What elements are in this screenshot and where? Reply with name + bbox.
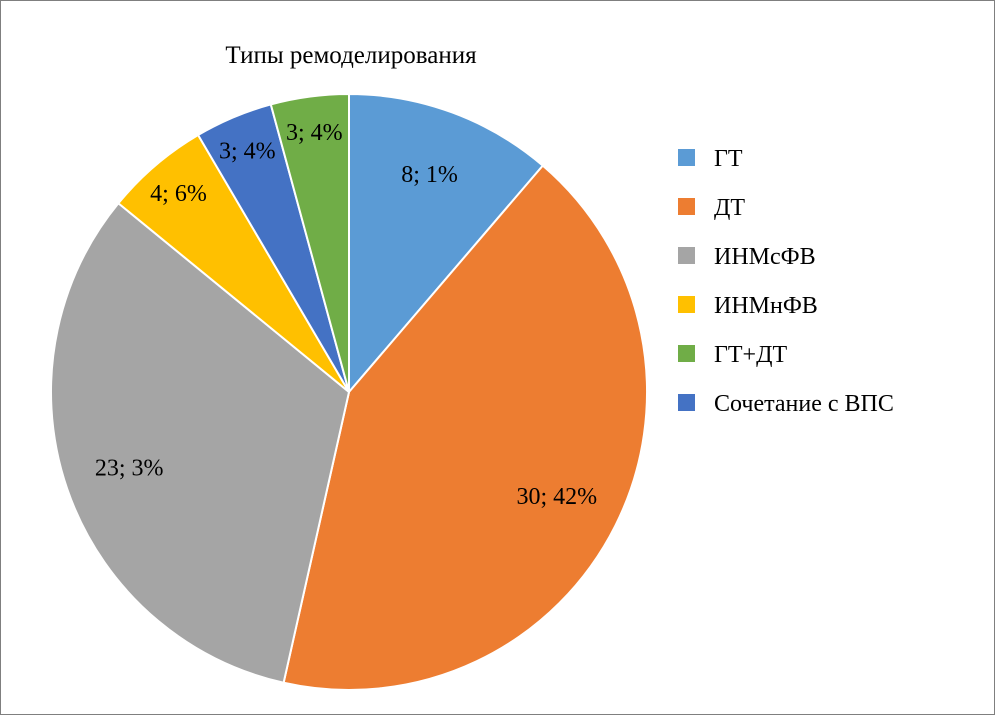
legend-swatch-4	[678, 345, 695, 362]
data-label-0: 8; 1%	[401, 162, 458, 188]
legend-swatch-0	[678, 149, 695, 166]
legend-label-1: ДТ	[714, 195, 745, 221]
pie-slice-0	[348, 92, 545, 395]
data-label-2: 23; 3%	[95, 456, 164, 482]
legend-label-4: ГТ+ДТ	[714, 342, 787, 368]
legend-swatch-5	[678, 394, 695, 411]
legend-swatch-2	[678, 247, 695, 264]
data-label-1: 30; 42%	[516, 484, 597, 510]
legend-label-5: Сочетание с ВПС	[714, 391, 894, 417]
chart-title: Типы ремоделирования	[225, 42, 477, 69]
data-label-4: 3; 4%	[219, 138, 276, 164]
pie-slice-1	[282, 164, 649, 691]
pie-slices	[50, 92, 649, 691]
legend-label-0: ГТ	[714, 146, 743, 172]
legend-swatch-3	[678, 296, 695, 313]
legend: ГТ ДТ ИНМсФВ ИНМнФВ ГТ+ДТ Сочетание с ВПС	[678, 146, 894, 417]
data-label-3: 4; 6%	[150, 181, 207, 207]
data-label-5: 3; 4%	[286, 120, 343, 146]
pie-slice-2	[50, 201, 351, 684]
pie-data-labels: 8; 1% 30; 42% 23; 3% 4; 6% 3; 4% 3; 4%	[95, 120, 597, 510]
pie-slice-5	[269, 92, 350, 393]
legend-swatch-1	[678, 198, 695, 215]
legend-label-2: ИНМсФВ	[714, 244, 816, 270]
legend-label-3: ИНМнФВ	[714, 293, 818, 319]
